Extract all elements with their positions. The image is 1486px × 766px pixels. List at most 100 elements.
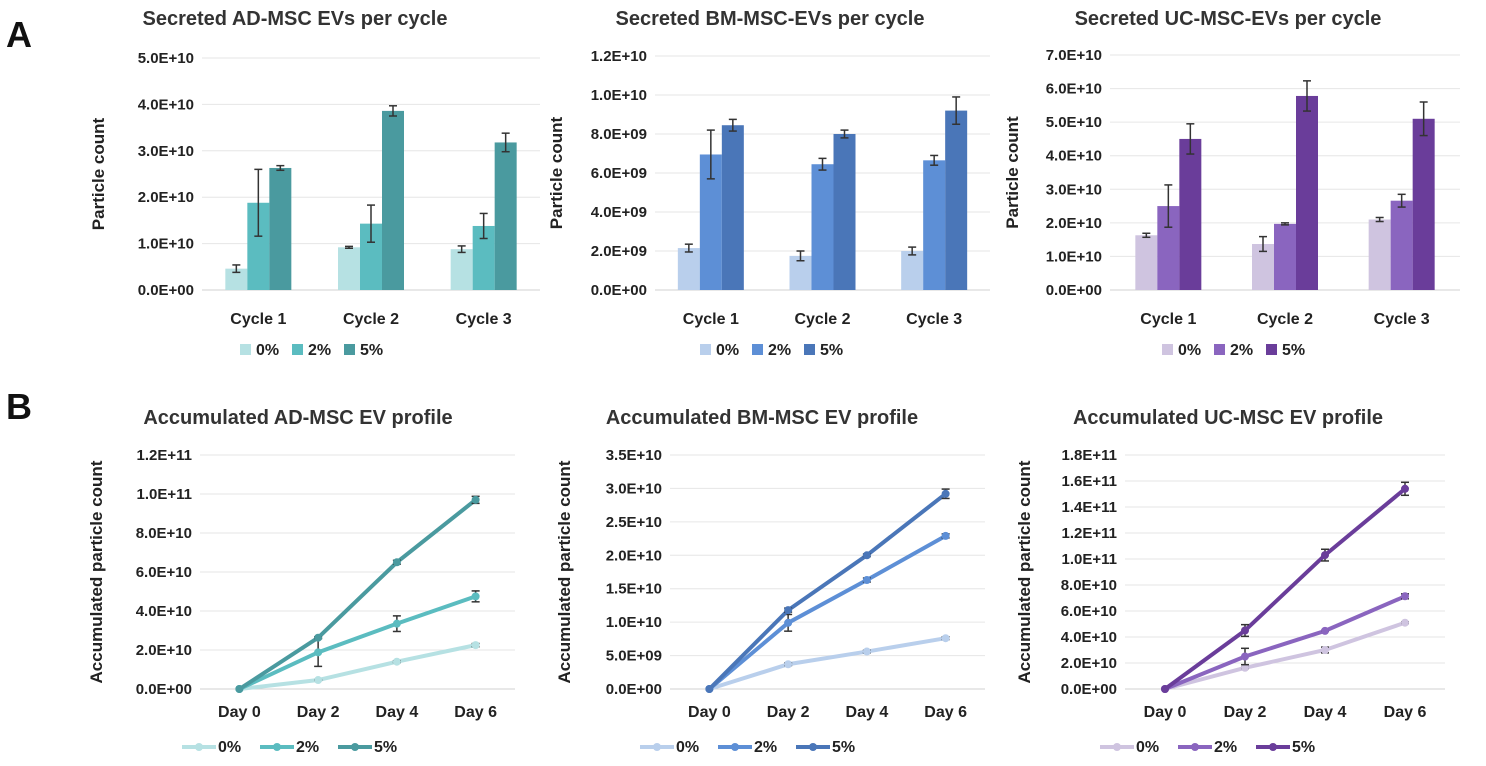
- y-tick-label: 0.0E+00: [591, 282, 647, 299]
- y-axis-label: Accumulated particle count: [555, 460, 574, 683]
- chart-1: Secreted AD-MSC EVs per cycle 0.0E+00 1.0E…: [89, 8, 540, 359]
- bar-2pct: [472, 225, 495, 290]
- legend-marker: [731, 743, 739, 751]
- legend-label: 0%: [716, 342, 739, 359]
- legend-marker: [809, 743, 817, 751]
- y-tick-label: 3.0E+10: [138, 143, 194, 160]
- series-line-2pct: [238, 594, 477, 691]
- x-category-label: Cycle 3: [456, 311, 512, 328]
- y-tick-label: 2.0E+10: [1061, 655, 1117, 672]
- series-line-5pct: [1163, 487, 1407, 691]
- x-category-label: Day 0: [688, 704, 731, 721]
- bar-0pct: [677, 248, 700, 290]
- y-tick-label: 3.0E+10: [606, 480, 662, 497]
- data-point: [1321, 626, 1329, 635]
- series-line-2pct: [708, 534, 947, 691]
- y-tick-label: 6.0E+10: [136, 564, 192, 581]
- y-axis-label: Particle count: [547, 116, 566, 229]
- chart-title: Secreted UC-MSC-EVs per cycle: [1075, 8, 1382, 30]
- bar-2pct: [1157, 206, 1180, 290]
- data-point: [1321, 646, 1329, 654]
- chart-title: Accumulated BM-MSC EV profile: [606, 407, 918, 429]
- legend-marker: [1191, 743, 1199, 751]
- legend-swatch: [804, 344, 815, 355]
- data-point: [1401, 484, 1409, 493]
- y-tick-label: 1.2E+11: [137, 447, 192, 464]
- x-category-label: Day 6: [1384, 704, 1427, 721]
- x-category-label: Day 6: [454, 704, 497, 721]
- x-category-label: Day 4: [1304, 704, 1347, 721]
- legend-marker: [1113, 743, 1121, 751]
- y-tick-label: 0.0E+00: [1046, 282, 1102, 299]
- series-line-0pct: [239, 643, 477, 691]
- y-tick-label: 2.0E+10: [138, 189, 194, 206]
- y-tick-label: 8.0E+09: [591, 126, 647, 143]
- data-point: [471, 495, 480, 504]
- data-point: [1321, 551, 1329, 560]
- data-point: [471, 641, 480, 650]
- y-tick-label: 7.0E+10: [1046, 47, 1102, 64]
- data-point: [784, 660, 793, 669]
- y-axis-label: Particle count: [89, 117, 108, 230]
- legend-swatch: [240, 344, 251, 355]
- bar-5pct: [1179, 138, 1202, 290]
- x-category-label: Cycle 2: [794, 311, 850, 328]
- legend-label: 0%: [218, 739, 241, 756]
- data-point: [784, 618, 793, 627]
- series-line-0pct: [1164, 620, 1406, 691]
- legend-swatch: [1266, 344, 1277, 355]
- bar-2pct: [1390, 200, 1413, 290]
- y-tick-label: 3.5E+10: [606, 447, 662, 464]
- y-axis-label: Accumulated particle count: [87, 460, 106, 683]
- legend-label: 2%: [754, 739, 777, 756]
- y-tick-label: 5.0E+09: [606, 648, 662, 665]
- legend-swatch: [752, 344, 763, 355]
- y-tick-label: 5.0E+10: [138, 50, 194, 67]
- y-tick-label: 1.5E+10: [606, 581, 662, 598]
- series-line-2pct: [1164, 594, 1406, 691]
- chart-title: Secreted AD-MSC EVs per cycle: [143, 8, 448, 30]
- x-category-label: Cycle 1: [1140, 311, 1196, 328]
- y-tick-label: 6.0E+09: [591, 165, 647, 182]
- bar-2pct: [360, 223, 382, 290]
- y-tick-label: 0.0E+00: [606, 681, 662, 698]
- legend-label: 5%: [1292, 739, 1315, 756]
- bar-5pct: [382, 110, 404, 290]
- bar-0pct: [1135, 235, 1158, 290]
- bar-5pct: [833, 134, 856, 290]
- bar-2pct: [699, 154, 722, 290]
- y-tick-label: 4.0E+10: [1046, 148, 1102, 165]
- data-point: [235, 685, 244, 693]
- data-point: [705, 685, 714, 693]
- y-tick-label: 1.0E+10: [606, 614, 662, 631]
- y-tick-label: 1.0E+11: [1062, 551, 1117, 568]
- legend-label: 2%: [308, 342, 331, 359]
- legend-label: 0%: [1136, 739, 1159, 756]
- legend-label: 0%: [1178, 342, 1201, 359]
- x-category-label: Day 2: [767, 704, 810, 721]
- data-point: [314, 676, 323, 685]
- legend-label: 5%: [360, 342, 383, 359]
- x-category-label: Cycle 1: [230, 311, 286, 328]
- series-line-5pct: [707, 492, 947, 691]
- y-tick-label: 1.4E+11: [1062, 499, 1117, 516]
- legend-label: 2%: [296, 739, 319, 756]
- y-tick-label: 6.0E+10: [1061, 603, 1117, 620]
- data-point: [862, 551, 871, 560]
- legend-marker: [1269, 743, 1277, 751]
- legend-label: 5%: [1282, 342, 1305, 359]
- legend-label: 5%: [820, 342, 843, 359]
- legend-marker: [653, 743, 661, 751]
- bar-2pct: [1274, 223, 1296, 290]
- y-tick-label: 0.0E+00: [138, 282, 194, 299]
- bar-0pct: [789, 255, 812, 290]
- y-tick-label: 1.2E+11: [1062, 525, 1117, 542]
- legend-marker: [273, 743, 281, 751]
- data-point: [1401, 618, 1409, 627]
- y-tick-label: 8.0E+10: [136, 525, 192, 542]
- legend-swatch: [1162, 344, 1173, 355]
- data-point: [1241, 652, 1249, 661]
- data-point: [1241, 663, 1249, 672]
- chart-5: Accumulated BM-MSC EV profile 0.0E+00 5.0E…: [555, 407, 985, 756]
